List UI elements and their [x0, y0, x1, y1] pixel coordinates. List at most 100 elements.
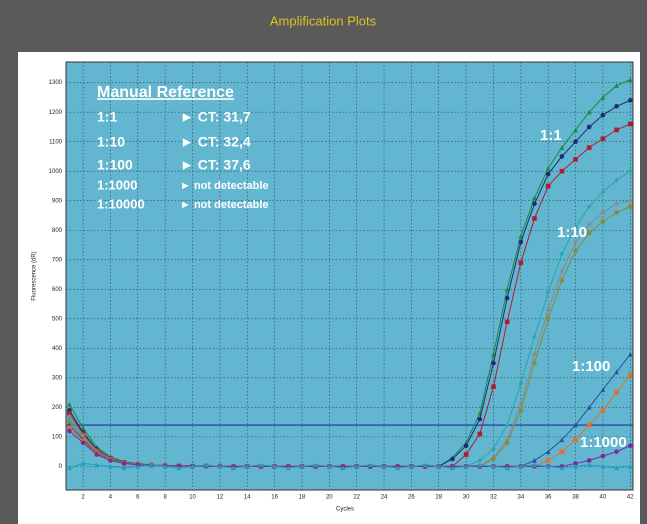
y-tick-label: 300 [52, 375, 63, 381]
marker [518, 233, 524, 239]
marker [614, 83, 619, 88]
x-tick-label: 36 [545, 495, 552, 501]
chart-title: Amplification Plots [270, 13, 377, 28]
marker [600, 453, 606, 459]
x-tick-label: 32 [490, 495, 497, 501]
marker [463, 443, 469, 449]
marker [627, 168, 633, 174]
marker [121, 461, 127, 466]
marker [67, 413, 72, 419]
marker [67, 402, 72, 407]
marker [532, 216, 537, 221]
marker [573, 437, 578, 443]
marker [586, 124, 592, 130]
marker [491, 360, 496, 366]
marker [627, 372, 633, 378]
y-tick-label: 500 [52, 316, 63, 322]
marker [614, 465, 619, 471]
x-tick-label: 30 [463, 495, 470, 501]
marker [381, 464, 387, 469]
marker [573, 224, 578, 230]
marker [285, 465, 291, 471]
marker [518, 239, 524, 245]
curve-label: 1:100 [572, 358, 610, 375]
marker [586, 222, 592, 227]
marker [463, 452, 469, 457]
x-tick-label: 38 [572, 495, 579, 501]
marker [586, 458, 592, 463]
x-tick-label: 16 [271, 495, 278, 501]
marker [450, 465, 455, 471]
marker [532, 201, 537, 206]
marker [244, 464, 250, 469]
marker [436, 464, 442, 469]
marker [149, 462, 154, 468]
curve-label: 1:1000 [580, 434, 627, 451]
x-tick-label: 22 [353, 495, 360, 501]
marker [491, 384, 496, 389]
marker [559, 168, 565, 174]
marker [559, 251, 565, 257]
marker [614, 390, 619, 395]
marker [190, 464, 195, 469]
marker [80, 433, 86, 438]
marker [504, 286, 510, 292]
marker [600, 219, 606, 224]
y-axis-label: Fluorescence (dR) [32, 251, 38, 300]
marker [422, 462, 428, 468]
marker [627, 464, 633, 469]
x-tick-label: 26 [408, 495, 415, 501]
marker [586, 405, 592, 410]
marker [258, 462, 264, 468]
x-tick-label: 42 [627, 495, 634, 501]
marker [67, 428, 72, 434]
marker [573, 239, 578, 245]
marker [573, 422, 578, 428]
series-line [69, 462, 631, 469]
marker [586, 462, 592, 468]
marker [94, 462, 100, 468]
y-tick-label: 1300 [49, 80, 63, 86]
marker [80, 425, 86, 431]
marker [532, 334, 537, 339]
x-tick-label: 34 [517, 495, 524, 501]
marker [627, 77, 633, 83]
marker [395, 465, 401, 471]
marker [559, 145, 565, 150]
marker [573, 157, 578, 162]
marker [627, 198, 633, 204]
x-tick-label: 28 [435, 495, 442, 501]
y-tick-label: 0 [59, 464, 63, 470]
marker [545, 458, 551, 463]
x-tick-label: 12 [217, 495, 224, 501]
marker [368, 462, 373, 468]
marker [545, 464, 551, 469]
marker [477, 431, 483, 437]
marker [600, 189, 606, 195]
marker [614, 127, 619, 133]
reference-title: Manual Reference [97, 84, 234, 101]
marker [504, 295, 510, 301]
marker [600, 95, 606, 100]
marker [504, 437, 510, 443]
marker [573, 139, 578, 144]
y-tick-label: 1200 [49, 110, 63, 116]
marker [532, 360, 537, 366]
marker [518, 408, 524, 413]
marker [586, 230, 592, 236]
x-tick-label: 2 [81, 495, 85, 501]
y-tick-label: 1100 [49, 139, 63, 145]
y-tick-label: 700 [52, 257, 63, 263]
marker [614, 449, 619, 454]
marker [518, 260, 524, 266]
marker [504, 319, 510, 325]
marker [559, 278, 565, 283]
marker [504, 440, 510, 446]
y-tick-label: 200 [52, 405, 63, 411]
y-tick-label: 600 [52, 287, 63, 293]
marker [532, 462, 537, 468]
marker [491, 464, 496, 469]
y-tick-label: 400 [52, 346, 63, 352]
marker [67, 465, 72, 471]
